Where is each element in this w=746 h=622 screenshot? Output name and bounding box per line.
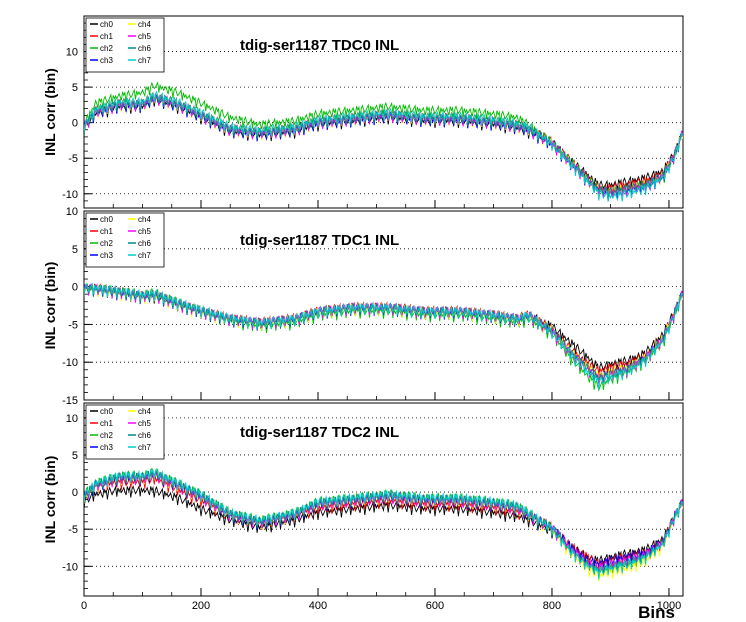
- legend-entry: ch6: [138, 431, 151, 440]
- y-tick-label: 5: [72, 450, 78, 462]
- panel-tdc0: 10 5 0 -5 -10 tdig-ser1187 TDC0 INL INL corr (…: [42, 15, 684, 209]
- legend-box: [85, 212, 165, 268]
- series-group: [84, 467, 683, 582]
- x-tick-label: 200: [192, 600, 210, 612]
- legend-entry: ch5: [138, 419, 151, 428]
- legend-entry: ch1: [100, 227, 113, 236]
- x-axis-label: Bins: [638, 603, 675, 622]
- x-tick-label: 0: [81, 600, 87, 612]
- legend-entry: ch5: [138, 227, 151, 236]
- y-axis-label: INL corr (bin): [42, 262, 58, 350]
- y-tick-label: 10: [66, 206, 78, 218]
- y-tick-label: 5: [72, 244, 78, 256]
- legend-entry: ch3: [100, 251, 113, 260]
- x-tick-label: 1000: [657, 600, 681, 612]
- legend-entry: ch3: [100, 443, 113, 452]
- series-line-ch7: [84, 282, 683, 390]
- y-tick-label: 0: [72, 487, 78, 499]
- legend-entry: ch0: [100, 407, 113, 416]
- legend-entry: ch1: [100, 419, 113, 428]
- legend-entry: ch0: [100, 20, 113, 29]
- y-tick-label: 5: [72, 82, 78, 94]
- panel-tdc2: 10 5 0 -5 -10 0 200 400 600 800 1000 tdig-ser1187 T…: [42, 402, 684, 622]
- panel-tdc1: 10 5 0 -5 -10 -15 tdig-ser1187 TDC1 INL INL cor…: [42, 206, 684, 407]
- y-tick-label: 10: [66, 47, 78, 59]
- legend-entry: ch4: [138, 215, 151, 224]
- legend-entry: ch2: [100, 431, 113, 440]
- y-tick-label: -5: [68, 319, 78, 331]
- legend-entry: ch1: [100, 32, 113, 41]
- y-tick-label: 0: [72, 282, 78, 294]
- chart-title: tdig-ser1187 TDC0 INL: [240, 37, 399, 54]
- legend-entry: ch7: [138, 251, 151, 260]
- legend-entry: ch7: [138, 56, 151, 65]
- y-tick-label: -10: [62, 357, 78, 369]
- legend-box: [85, 404, 165, 460]
- y-tick-label: -10: [62, 561, 78, 573]
- chart-title: tdig-ser1187 TDC2 INL: [240, 424, 399, 441]
- legend-entry: ch3: [100, 56, 113, 65]
- legend-entry: ch7: [138, 443, 151, 452]
- y-axis-label: INL corr (bin): [42, 456, 58, 544]
- legend-box: [85, 17, 165, 73]
- chart-title: tdig-ser1187 TDC1 INL: [240, 232, 399, 249]
- series-group: [84, 81, 683, 202]
- y-axis-label: INL corr (bin): [42, 68, 58, 156]
- series-line-ch6: [84, 283, 683, 383]
- y-tick-label: -15: [62, 395, 78, 407]
- y-tick-label: 0: [72, 118, 78, 130]
- y-tick-label: -5: [68, 524, 78, 536]
- legend-entry: ch6: [138, 44, 151, 53]
- series-line-ch1: [84, 474, 683, 570]
- legend-entry: ch6: [138, 239, 151, 248]
- legend-entry: ch0: [100, 215, 113, 224]
- y-tick-label: -10: [62, 189, 78, 201]
- series-line-ch7: [84, 467, 683, 580]
- y-tick-label: 10: [66, 413, 78, 425]
- legend-entry: ch5: [138, 32, 151, 41]
- x-tick-label: 800: [543, 600, 561, 612]
- series-line-ch7: [84, 90, 683, 202]
- legend-entry: ch4: [138, 20, 151, 29]
- y-tick-label: -5: [68, 153, 78, 165]
- legend-entry: ch4: [138, 407, 151, 416]
- legend-entry: ch2: [100, 44, 113, 53]
- x-tick-label: 600: [426, 600, 444, 612]
- x-tick-label: 400: [309, 600, 327, 612]
- series-line-ch0: [84, 484, 683, 569]
- legend-entry: ch2: [100, 239, 113, 248]
- series-group: [84, 282, 683, 392]
